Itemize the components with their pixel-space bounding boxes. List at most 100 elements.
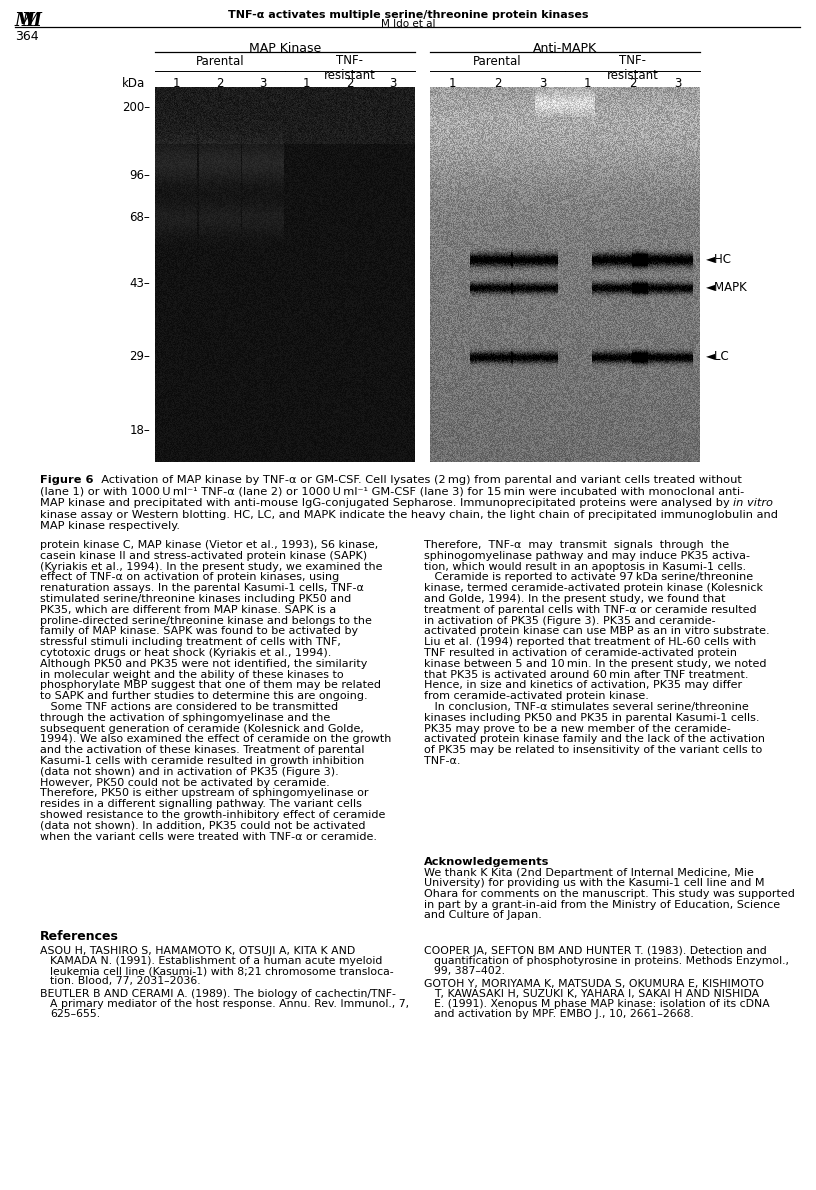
Text: treatment of parental cells with TNF-α or ceramide resulted: treatment of parental cells with TNF-α o…: [424, 605, 756, 615]
Text: 200–: 200–: [122, 101, 150, 114]
Text: of PK35 may be related to insensitivity of the variant cells to: of PK35 may be related to insensitivity …: [424, 745, 762, 756]
Text: in vitro: in vitro: [734, 497, 774, 508]
Text: kinases including PK50 and PK35 in parental Kasumi-1 cells.: kinases including PK50 and PK35 in paren…: [424, 713, 760, 722]
Text: ◄LC: ◄LC: [706, 351, 730, 363]
Text: MAP kinase respectively.: MAP kinase respectively.: [40, 521, 180, 531]
Text: Some TNF actions are considered to be transmitted: Some TNF actions are considered to be tr…: [40, 702, 338, 712]
Text: TNF resulted in activation of ceramide-activated protein: TNF resulted in activation of ceramide-a…: [424, 649, 737, 658]
Text: E. (1991). Xenopus M phase MAP kinase: isolation of its cDNA: E. (1991). Xenopus M phase MAP kinase: i…: [434, 998, 769, 1009]
Text: M Ido et al: M Ido et al: [381, 19, 435, 29]
Text: subsequent generation of ceramide (Kolesnick and Golde,: subsequent generation of ceramide (Koles…: [40, 724, 364, 733]
Text: that PK35 is activated around 60 min after TNF treatment.: that PK35 is activated around 60 min aft…: [424, 670, 748, 679]
Text: cytotoxic drugs or heat shock (Kyriakis et al., 1994).: cytotoxic drugs or heat shock (Kyriakis …: [40, 649, 331, 658]
Text: 1: 1: [173, 77, 180, 90]
Text: tion. Blood, 77, 2031–2036.: tion. Blood, 77, 2031–2036.: [50, 976, 201, 987]
Text: Anti-MAPK: Anti-MAPK: [533, 42, 597, 55]
Text: Figure 6: Figure 6: [40, 475, 94, 486]
Text: 99, 387–402.: 99, 387–402.: [434, 966, 505, 976]
Text: Kasumi-1 cells with ceramide resulted in growth inhibition: Kasumi-1 cells with ceramide resulted in…: [40, 756, 364, 766]
Text: MAP kinase and precipitated with anti-mouse IgG-conjugated Sepharose. Immunoprec: MAP kinase and precipitated with anti-mo…: [40, 497, 734, 508]
Text: activated protein kinase family and the lack of the activation: activated protein kinase family and the …: [424, 734, 765, 745]
Text: Therefore,  TNF-α  may  transmit  signals  through  the: Therefore, TNF-α may transmit signals th…: [424, 540, 730, 550]
Text: in molecular weight and the ability of these kinases to: in molecular weight and the ability of t…: [40, 670, 344, 679]
Text: T, KAWASAKI H, SUZUKI K, YAHARA I, SAKAI H AND NISHIDA: T, KAWASAKI H, SUZUKI K, YAHARA I, SAKAI…: [434, 989, 759, 998]
Text: 625–655.: 625–655.: [50, 1009, 100, 1019]
Text: kinase, termed ceramide-activated protein kinase (Kolesnick: kinase, termed ceramide-activated protei…: [424, 583, 763, 593]
Text: Although PK50 and PK35 were not identified, the similarity: Although PK50 and PK35 were not identifi…: [40, 659, 367, 669]
Text: kinase assay or Western blotting. HC, LC, and MAPK indicate the heavy chain, the: kinase assay or Western blotting. HC, LC…: [40, 509, 778, 520]
Text: Parental: Parental: [473, 55, 521, 68]
Text: family of MAP kinase. SAPK was found to be activated by: family of MAP kinase. SAPK was found to …: [40, 626, 358, 637]
Text: and Golde, 1994). In the present study, we found that: and Golde, 1994). In the present study, …: [424, 594, 725, 605]
Text: renaturation assays. In the parental Kasumi-1 cells, TNF-α: renaturation assays. In the parental Kas…: [40, 583, 364, 593]
Text: ◄HC: ◄HC: [706, 253, 732, 267]
Text: Activation of MAP kinase by TNF-α or GM-CSF. Cell lysates (2 mg) from parental a: Activation of MAP kinase by TNF-α or GM-…: [94, 475, 742, 486]
Text: MAP Kinase: MAP Kinase: [249, 42, 322, 55]
Text: activated protein kinase can use MBP as an in vitro substrate.: activated protein kinase can use MBP as …: [424, 626, 769, 637]
Text: 2: 2: [629, 77, 636, 90]
Text: Therefore, PK50 is either upstream of sphingomyelinase or: Therefore, PK50 is either upstream of sp…: [40, 789, 369, 798]
Text: effect of TNF-α on activation of protein kinases, using: effect of TNF-α on activation of protein…: [40, 572, 339, 582]
Text: 96–: 96–: [129, 169, 150, 182]
Text: sphinogomyelinase pathway and may induce PK35 activa-: sphinogomyelinase pathway and may induce…: [424, 551, 750, 560]
Text: phosphorylate MBP suggest that one of them may be related: phosphorylate MBP suggest that one of th…: [40, 681, 381, 690]
Text: through the activation of sphingomyelinase and the: through the activation of sphingomyelina…: [40, 713, 330, 722]
Text: Ohara for comments on the manuscript. This study was supported: Ohara for comments on the manuscript. Th…: [424, 889, 795, 898]
Text: 68–: 68–: [129, 211, 150, 224]
Text: 3: 3: [390, 77, 397, 90]
Text: in activation of PK35 (Figure 3). PK35 and ceramide-: in activation of PK35 (Figure 3). PK35 a…: [424, 615, 716, 626]
Text: when the variant cells were treated with TNF-α or ceramide.: when the variant cells were treated with…: [40, 832, 377, 841]
Text: kinase between 5 and 10 min. In the present study, we noted: kinase between 5 and 10 min. In the pres…: [424, 659, 766, 669]
Text: 1994). We also examined the effect of ceramide on the growth: 1994). We also examined the effect of ce…: [40, 734, 392, 745]
Text: (data not shown) and in activation of PK35 (Figure 3).: (data not shown) and in activation of PK…: [40, 766, 339, 777]
Text: 2: 2: [346, 77, 354, 90]
Text: quantification of phosphotyrosine in proteins. Methods Enzymol.,: quantification of phosphotyrosine in pro…: [434, 956, 789, 966]
Text: showed resistance to the growth-inhibitory effect of ceramide: showed resistance to the growth-inhibito…: [40, 810, 385, 820]
Text: COOPER JA, SEFTON BM AND HUNTER T. (1983). Detection and: COOPER JA, SEFTON BM AND HUNTER T. (1983…: [424, 946, 767, 956]
Text: resides in a different signalling pathway. The variant cells: resides in a different signalling pathwa…: [40, 800, 361, 809]
Text: University) for providing us with the Kasumi-1 cell line and M: University) for providing us with the Ka…: [424, 878, 765, 889]
Text: TNF-α activates multiple serine/threonine protein kinases: TNF-α activates multiple serine/threonin…: [228, 10, 588, 20]
Text: 1: 1: [449, 77, 456, 90]
Text: (lane 1) or with 1000 U ml⁻¹ TNF-α (lane 2) or 1000 U ml⁻¹ GM-CSF (lane 3) for 1: (lane 1) or with 1000 U ml⁻¹ TNF-α (lane…: [40, 487, 744, 496]
Text: BEUTLER B AND CERAMI A. (1989). The biology of cachectin/TNF-: BEUTLER B AND CERAMI A. (1989). The biol…: [40, 989, 396, 998]
Text: protein kinase C, MAP kinase (Vietor et al., 1993), S6 kinase,: protein kinase C, MAP kinase (Vietor et …: [40, 540, 379, 550]
Text: In conclusion, TNF-α stimulates several serine/threonine: In conclusion, TNF-α stimulates several …: [424, 702, 749, 712]
Text: and Culture of Japan.: and Culture of Japan.: [424, 910, 542, 920]
Text: tion, which would result in an apoptosis in Kasumi-1 cells.: tion, which would result in an apoptosis…: [424, 562, 746, 571]
Text: kDa: kDa: [122, 77, 145, 90]
Text: proline-directed serine/threonine kinase and belongs to the: proline-directed serine/threonine kinase…: [40, 615, 372, 626]
Text: Hence, in size and kinetics of activation, PK35 may differ: Hence, in size and kinetics of activatio…: [424, 681, 742, 690]
Text: Ceramide is reported to activate 97 kDa serine/threonine: Ceramide is reported to activate 97 kDa …: [424, 572, 753, 582]
Text: TNF-
resistant: TNF- resistant: [324, 54, 376, 82]
Text: 1: 1: [583, 77, 592, 90]
Text: from ceramide-activated protein kinase.: from ceramide-activated protein kinase.: [424, 691, 649, 701]
Text: TNF-
resistant: TNF- resistant: [606, 54, 659, 82]
Text: to SAPK and further studies to determine this are ongoing.: to SAPK and further studies to determine…: [40, 691, 368, 701]
Text: PK35 may prove to be a new member of the ceramide-: PK35 may prove to be a new member of the…: [424, 724, 731, 733]
Text: 364: 364: [15, 30, 38, 43]
Text: M: M: [22, 12, 42, 30]
Text: 29–: 29–: [129, 350, 150, 363]
Text: M: M: [15, 12, 35, 30]
Text: and activation by MPF. EMBO J., 10, 2661–2668.: and activation by MPF. EMBO J., 10, 2661…: [434, 1009, 694, 1019]
Text: 18–: 18–: [129, 424, 150, 437]
Text: casein kinase II and stress-activated protein kinase (SAPK): casein kinase II and stress-activated pr…: [40, 551, 367, 560]
Text: Liu et al. (1994) reported that treatment of HL-60 cells with: Liu et al. (1994) reported that treatmen…: [424, 637, 756, 647]
Text: We thank K Kita (2nd Department of Internal Medicine, Mie: We thank K Kita (2nd Department of Inter…: [424, 868, 754, 878]
Text: in part by a grant-in-aid from the Ministry of Education, Science: in part by a grant-in-aid from the Minis…: [424, 900, 780, 909]
Text: stimulated serine/threonine kinases including PK50 and: stimulated serine/threonine kinases incl…: [40, 594, 351, 605]
Text: and the activation of these kinases. Treatment of parental: and the activation of these kinases. Tre…: [40, 745, 365, 756]
Text: 2: 2: [494, 77, 501, 90]
Text: A primary mediator of the host response. Annu. Rev. Immunol., 7,: A primary mediator of the host response.…: [50, 998, 409, 1009]
Text: (Kyriakis et al., 1994). In the present study, we examined the: (Kyriakis et al., 1994). In the present …: [40, 562, 383, 571]
Text: (data not shown). In addition, PK35 could not be activated: (data not shown). In addition, PK35 coul…: [40, 821, 366, 831]
Text: 2: 2: [216, 77, 224, 90]
Text: ASOU H, TASHIRO S, HAMAMOTO K, OTSUJI A, KITA K AND: ASOU H, TASHIRO S, HAMAMOTO K, OTSUJI A,…: [40, 946, 355, 956]
Text: ◄MAPK: ◄MAPK: [706, 281, 747, 294]
Text: References: References: [40, 931, 119, 942]
Text: 3: 3: [259, 77, 267, 90]
Text: However, PK50 could not be activated by ceramide.: However, PK50 could not be activated by …: [40, 777, 330, 788]
Text: 1: 1: [303, 77, 310, 90]
Text: leukemia cell line (Kasumi-1) with 8;21 chromosome transloca-: leukemia cell line (Kasumi-1) with 8;21 …: [50, 966, 393, 976]
